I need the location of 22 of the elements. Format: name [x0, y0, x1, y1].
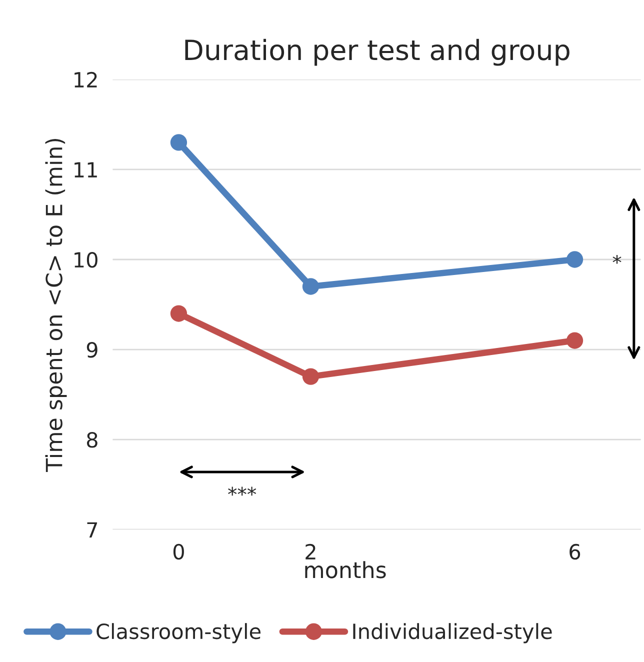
point: [302, 368, 320, 385]
annotation: ***: [228, 486, 256, 496]
y-tick-label: 7: [87, 522, 98, 538]
annotation: *: [612, 254, 622, 264]
y-axis-title: Time spent on <C> to E (min): [45, 138, 67, 472]
point: [566, 332, 584, 349]
chart-title: Duration per test and group: [185, 38, 570, 66]
x-tick-label: 2: [306, 544, 316, 560]
point: [302, 278, 320, 295]
x-tick-label: 0: [173, 544, 184, 560]
point: [170, 134, 188, 151]
y-tick-label: 11: [74, 162, 97, 178]
y-tick-label: 9: [86, 342, 98, 358]
x-axis-title: months: [305, 561, 386, 578]
point: [566, 251, 584, 268]
y-tick-label: 8: [86, 432, 98, 448]
y-tick-label: 10: [74, 252, 98, 268]
y-tick-label: 12: [74, 72, 97, 88]
legend-label: Individualized-style: [353, 623, 552, 644]
x-tick-label: 6: [570, 544, 580, 560]
point: [170, 305, 188, 322]
legend-label: Classroom-style: [96, 623, 261, 644]
